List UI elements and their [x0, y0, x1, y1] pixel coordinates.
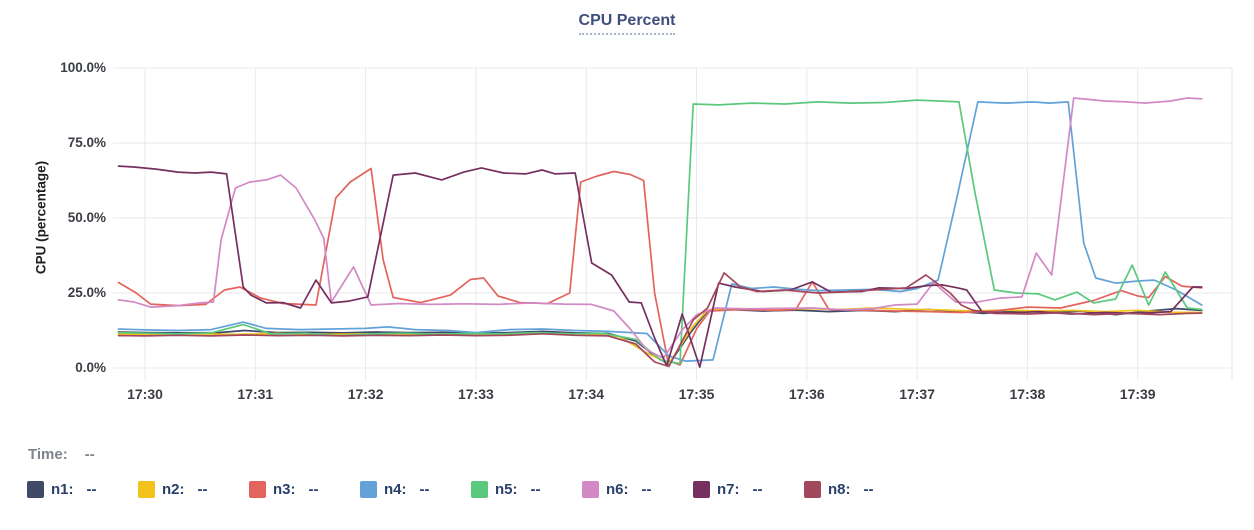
time-value: -- — [84, 446, 95, 463]
x-tick-label: 17:32 — [347, 386, 384, 402]
legend-series-name: n6: — [606, 481, 629, 498]
chart-header: CPU Percent — [0, 12, 1254, 35]
y-tick-label: 100.0% — [60, 60, 106, 75]
legend-item-n3[interactable]: n3: -- — [249, 481, 360, 498]
legend-swatch-n7 — [693, 481, 710, 498]
series-line-n4 — [117, 101, 1203, 362]
legend-swatch-n8 — [804, 481, 821, 498]
legend-series-value: -- — [86, 481, 97, 498]
series-line-n8 — [117, 272, 1203, 368]
legend-swatch-n4 — [360, 481, 377, 498]
legend-series-name: n3: — [273, 481, 296, 498]
x-tick-label: 17:36 — [788, 386, 825, 402]
legend-series-value: -- — [752, 481, 763, 498]
legend-series-name: n8: — [828, 481, 851, 498]
legend-item-n1[interactable]: n1: -- — [27, 481, 138, 498]
legend-series-value: -- — [641, 481, 652, 498]
legend-series-value: -- — [197, 481, 208, 498]
plot-canvas[interactable] — [0, 0, 1254, 430]
legend-swatch-n1 — [27, 481, 44, 498]
legend-item-n6[interactable]: n6: -- — [582, 481, 693, 498]
legend-swatch-n5 — [471, 481, 488, 498]
series-line-n6 — [117, 97, 1203, 359]
x-tick-label: 17:31 — [237, 386, 274, 402]
y-tick-label: 50.0% — [67, 210, 106, 225]
legend-item-n4[interactable]: n4: -- — [360, 481, 471, 498]
y-tick-label: 75.0% — [67, 135, 106, 150]
y-tick-label: 0.0% — [75, 360, 106, 375]
x-tick-label: 17:33 — [457, 386, 494, 402]
legend: n1: -- n2: -- n3: -- n4: -- n5: -- n6: -- n7: -- n8: -- — [27, 481, 915, 498]
legend-series-name: n4: — [384, 481, 407, 498]
legend-item-n2[interactable]: n2: -- — [138, 481, 249, 498]
legend-series-name: n1: — [51, 481, 74, 498]
legend-series-name: n2: — [162, 481, 185, 498]
legend-series-value: -- — [419, 481, 430, 498]
legend-series-value: -- — [863, 481, 874, 498]
y-tick-label: 25.0% — [67, 285, 106, 300]
legend-series-value: -- — [530, 481, 541, 498]
legend-swatch-n6 — [582, 481, 599, 498]
legend-item-n8[interactable]: n8: -- — [804, 481, 915, 498]
x-tick-label: 17:38 — [1009, 386, 1046, 402]
legend-swatch-n2 — [138, 481, 155, 498]
legend-series-name: n7: — [717, 481, 740, 498]
legend-swatch-n3 — [249, 481, 266, 498]
time-readout: Time: -- — [28, 446, 95, 463]
series-line-n7 — [117, 165, 1203, 368]
time-label: Time: — [28, 446, 68, 463]
x-tick-label: 17:35 — [678, 386, 715, 402]
x-tick-label: 17:37 — [899, 386, 935, 402]
x-tick-label: 17:34 — [568, 386, 605, 402]
chart-title[interactable]: CPU Percent — [578, 12, 676, 35]
series-line-n3 — [117, 167, 1203, 366]
legend-series-name: n5: — [495, 481, 518, 498]
x-tick-label: 17:30 — [127, 386, 163, 402]
legend-series-value: -- — [308, 481, 319, 498]
legend-item-n5[interactable]: n5: -- — [471, 481, 582, 498]
x-tick-label: 17:39 — [1119, 386, 1156, 402]
legend-item-n7[interactable]: n7: -- — [693, 481, 804, 498]
